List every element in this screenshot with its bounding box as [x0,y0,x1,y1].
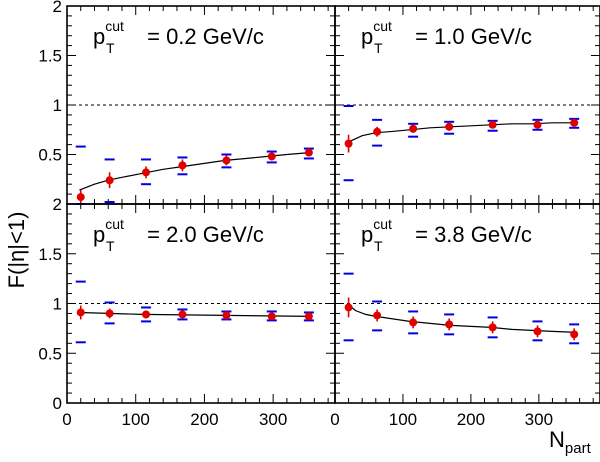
data-point [570,118,579,127]
y-tick-label: 1.5 [38,245,62,264]
y-tick-label: 1.5 [38,47,62,66]
data-point [488,323,497,332]
data-point [409,124,418,133]
x-tick-label: 200 [457,410,485,429]
panel-title-sub: T [374,238,383,254]
data-point [373,311,382,320]
panel-title-sub: T [106,40,115,56]
y-axis-title: F(|η|<1) [4,212,29,289]
panel-title-sup: cut [105,18,124,34]
data-point [105,309,114,318]
x-tick-label: 0 [62,410,71,429]
data-point [267,312,276,321]
data-point [445,320,454,329]
fit-curve [79,151,311,191]
x-axis-title-main: N [549,427,565,452]
panel-title-sub: T [106,238,115,254]
fit-curve [346,122,577,144]
y-tick-label: 0.5 [38,146,62,165]
x-axis-title: Npart [549,427,592,457]
data-point [344,303,353,312]
panel-title-p: p [93,222,105,247]
panel-title-p: p [361,222,373,247]
data-point [76,308,85,317]
x-tick-label: 100 [122,410,150,429]
data-point [222,156,231,165]
x-tick-label: 300 [259,410,287,429]
fit-curve [79,311,311,317]
panel-title-value: = 2.0 GeV/c [141,222,264,247]
panel-1: pcut T = 0.2 GeV/c [66,5,336,205]
y-tick-label: 2 [53,195,62,214]
data-point [178,161,187,170]
data-point [76,193,85,202]
data-point [533,327,542,336]
data-point [373,127,382,136]
panel-2: pcut T = 1.0 GeV/c [334,5,600,205]
x-tick-label: 200 [190,410,218,429]
x-axis-title-sub: part [565,440,592,457]
panel-title: pcut T = 0.2 GeV/c [93,18,264,56]
data-point [142,310,151,319]
panel-title-sup: cut [105,216,124,232]
panel-title-p: p [93,24,105,49]
panel-title-value: = 1.0 GeV/c [409,24,532,49]
fit-curve [346,303,577,333]
panel-4: pcut T = 3.8 GeV/c [334,203,600,404]
data-point [105,176,114,185]
data-point [222,311,231,320]
x-tick-label: 300 [525,410,553,429]
x-tick-label: 100 [389,410,417,429]
y-tick-label: 2 [53,0,62,16]
panel-title-sup: cut [373,216,392,232]
y-tick-label: 1 [53,295,62,314]
data-point [344,139,353,148]
data-point [488,120,497,129]
y-tick-label: 1 [53,96,62,115]
panel-title-value: = 3.8 GeV/c [409,222,532,247]
data-point [409,318,418,327]
panel-3: pcut T = 2.0 GeV/c [66,203,336,404]
data-point [570,330,579,339]
data-point [304,148,313,157]
y-tick-label: 0 [53,394,62,413]
data-point [178,310,187,319]
panel-title-p: p [361,24,373,49]
panel-title-sub: T [374,40,383,56]
panel-title-sup: cut [373,18,392,34]
data-point [445,122,454,131]
x-tick-label: 0 [330,410,339,429]
data-point [267,152,276,161]
data-point [304,312,313,321]
panel-title-value: = 0.2 GeV/c [141,24,264,49]
panel-title: pcut T = 2.0 GeV/c [93,216,264,254]
data-point [142,168,151,177]
panel-title: pcut T = 1.0 GeV/c [361,18,532,56]
panel-title: pcut T = 3.8 GeV/c [361,216,532,254]
y-tick-label: 0.5 [38,344,62,363]
data-point [533,120,542,129]
